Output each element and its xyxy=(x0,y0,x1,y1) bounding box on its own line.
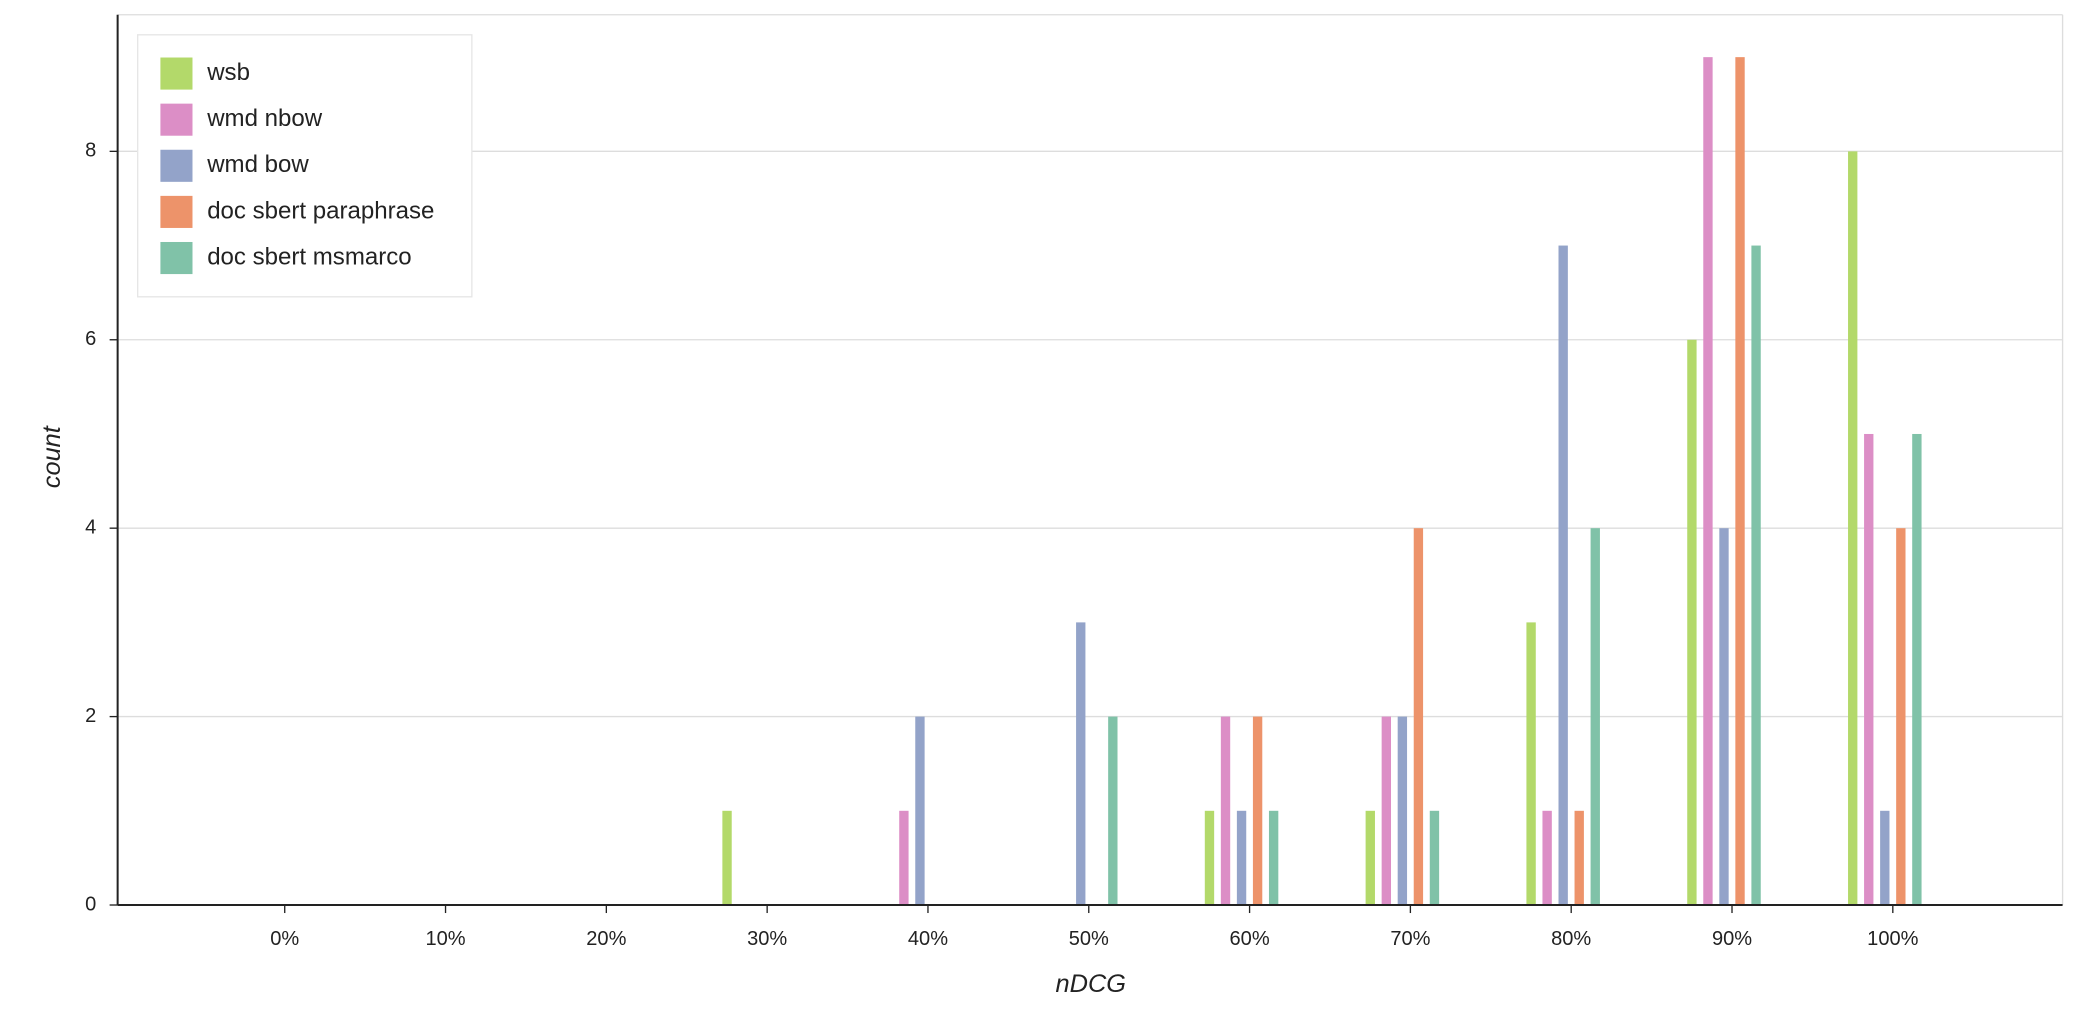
bar xyxy=(1542,810,1552,906)
x-axis-label: nDCG xyxy=(1056,970,1127,998)
bar xyxy=(1590,528,1600,906)
legend-label: doc sbert msmarco xyxy=(207,243,411,270)
bar xyxy=(1236,810,1247,906)
x-tick-label: 90% xyxy=(1712,928,1752,950)
x-tick-label: 20% xyxy=(586,928,626,950)
y-axis-label: count xyxy=(38,425,66,488)
x-tick-label: 0% xyxy=(270,928,299,950)
bar xyxy=(1574,810,1584,906)
bar xyxy=(1076,622,1086,906)
y-tick-label: 4 xyxy=(85,516,96,538)
bar xyxy=(899,810,909,906)
bar xyxy=(1268,810,1279,906)
x-tick-label: 70% xyxy=(1390,928,1430,950)
y-tick-label: 0 xyxy=(85,893,96,915)
bar xyxy=(1526,622,1536,906)
bar xyxy=(1880,810,1890,906)
bar xyxy=(1751,245,1761,906)
x-tick-label: 30% xyxy=(747,928,787,950)
bar xyxy=(1220,716,1231,906)
bar xyxy=(722,810,732,906)
x-tick-label: 50% xyxy=(1069,928,1109,950)
x-tick-label: 100% xyxy=(1867,928,1918,950)
bar xyxy=(1558,245,1568,906)
legend-swatch xyxy=(160,149,193,182)
bar xyxy=(1896,528,1906,906)
legend-box xyxy=(137,34,473,298)
bar xyxy=(1397,716,1408,906)
bar xyxy=(1365,810,1375,906)
bar xyxy=(1687,339,1697,906)
legend-swatch xyxy=(160,57,193,90)
bar xyxy=(1413,528,1424,906)
bar xyxy=(915,716,925,906)
bar xyxy=(1719,528,1729,906)
bar xyxy=(1252,716,1263,906)
x-tick-label: 10% xyxy=(425,928,465,950)
legend-label: doc sbert paraphrase xyxy=(207,197,434,224)
bar xyxy=(1912,433,1922,906)
legend-label: wsb xyxy=(206,59,250,86)
x-tick-label: 60% xyxy=(1230,928,1270,950)
y-tick-label: 8 xyxy=(85,140,96,162)
legend-swatch xyxy=(160,241,193,275)
bar xyxy=(1429,810,1440,906)
legend-label: wmd nbow xyxy=(206,105,323,132)
bar xyxy=(1864,433,1874,906)
legend-swatch xyxy=(160,195,193,228)
legend-label: wmd bow xyxy=(206,151,309,178)
bar xyxy=(1703,57,1713,906)
y-tick-label: 2 xyxy=(85,705,96,727)
x-tick-label: 80% xyxy=(1551,928,1591,950)
bar xyxy=(1204,810,1215,906)
bar xyxy=(1108,716,1118,906)
legend-swatch xyxy=(160,103,193,136)
bar xyxy=(1848,151,1858,906)
bar xyxy=(1735,57,1745,906)
bar xyxy=(1381,716,1392,906)
y-tick-label: 6 xyxy=(85,328,96,350)
x-tick-label: 40% xyxy=(908,928,948,950)
